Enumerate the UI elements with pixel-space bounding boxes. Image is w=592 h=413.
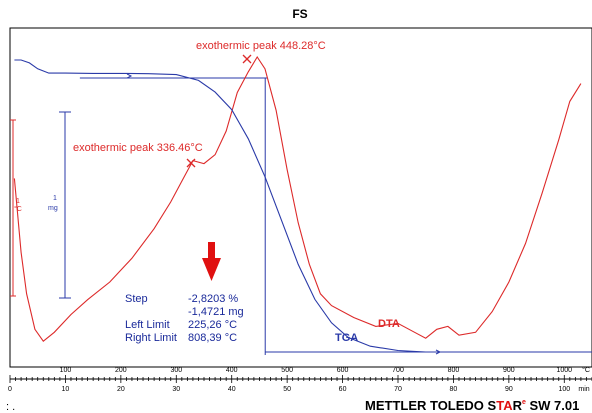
dta-scale-unit: °C [14, 205, 22, 213]
x-tick-label-c: 500 [281, 367, 293, 374]
x-unit-c: °C [582, 366, 590, 374]
brand-ta: TA [496, 398, 513, 413]
step-title: Step [125, 293, 148, 305]
x-tick-label-c: 900 [503, 367, 515, 374]
x-tick-label-c: 700 [392, 367, 404, 374]
plot-frame [9, 27, 592, 368]
brand-r: R [513, 398, 523, 413]
tga-series-label: TGA [335, 332, 358, 344]
series-group [13, 55, 587, 353]
x-tick-label-min: 50 [283, 386, 291, 393]
right-limit-value: 808,39 °C [188, 332, 237, 344]
series-line-dta [13, 55, 582, 342]
brand-sup: e [522, 399, 526, 406]
step-percent: -2,8203 % [188, 293, 238, 305]
x-tick-label-min: 70 [394, 386, 402, 393]
dta-scale-bar: 1 °C [10, 119, 22, 297]
peak-marker-1 [186, 158, 196, 168]
peak-label-1: exothermic peak 336.46°C [73, 142, 203, 154]
x-tick-label-c: 300 [170, 367, 182, 374]
right-limit-label: Right Limit [125, 332, 177, 344]
x-tick-label-c: 100 [60, 367, 72, 374]
x-tick-label-c: 200 [115, 367, 127, 374]
x-tick-label-c: 800 [448, 367, 460, 374]
x-unit-min: min [578, 386, 589, 393]
x-tick-label-min: 60 [339, 386, 347, 393]
x-tick-label-min: 80 [450, 386, 458, 393]
dta-series-label: DTA [378, 318, 400, 330]
guide-lines [79, 73, 592, 355]
tga-scale-value: 1 [53, 195, 57, 202]
x-tick-label-c: 600 [337, 367, 349, 374]
peak-markers [186, 54, 252, 168]
tga-scale-unit: mg [48, 205, 58, 212]
x-tick-label-c: 400 [226, 367, 238, 374]
series-line-tga [14, 59, 587, 353]
brand-right: SW 7.01 [526, 398, 579, 413]
left-limit-value: 225,26 °C [188, 319, 237, 331]
x-tick-label-min: 10 [62, 386, 70, 393]
left-limit-label: Left Limit [125, 319, 170, 331]
brand-left: METTLER TOLEDO S [365, 398, 497, 413]
footer-marker: : . [6, 401, 15, 413]
dta-scale-value: 1 [16, 198, 20, 205]
x-tick-label-c: 1000 [556, 367, 572, 374]
x-axis: 100 200 300 400 500 600 700 800 900 1000 °C 0 10 20 30… [8, 366, 592, 393]
peak-label-2: exothermic peak 448.28°C [196, 40, 326, 52]
chart-title: FS [292, 7, 307, 21]
x-tick-label-min: 40 [228, 386, 236, 393]
x-tick-label-min: 0 [8, 386, 12, 393]
footer-brand: METTLER TOLEDO STARe SW 7.01 [365, 398, 579, 413]
x-tick-label-min: 90 [505, 386, 513, 393]
down-arrow-icon [202, 242, 221, 281]
x-tick-label-min: 30 [172, 386, 180, 393]
tga-scale-bar: 1 mg [48, 111, 71, 299]
left-limit-tick [126, 73, 133, 79]
step-info: Step -2,8203 % -1,4721 mg Left Limit 225… [125, 293, 244, 344]
x-tick-label-min: 20 [117, 386, 125, 393]
step-mass: -1,4721 mg [188, 306, 244, 318]
x-tick-label-min: 100 [558, 386, 570, 393]
peak-marker-2 [242, 54, 252, 64]
